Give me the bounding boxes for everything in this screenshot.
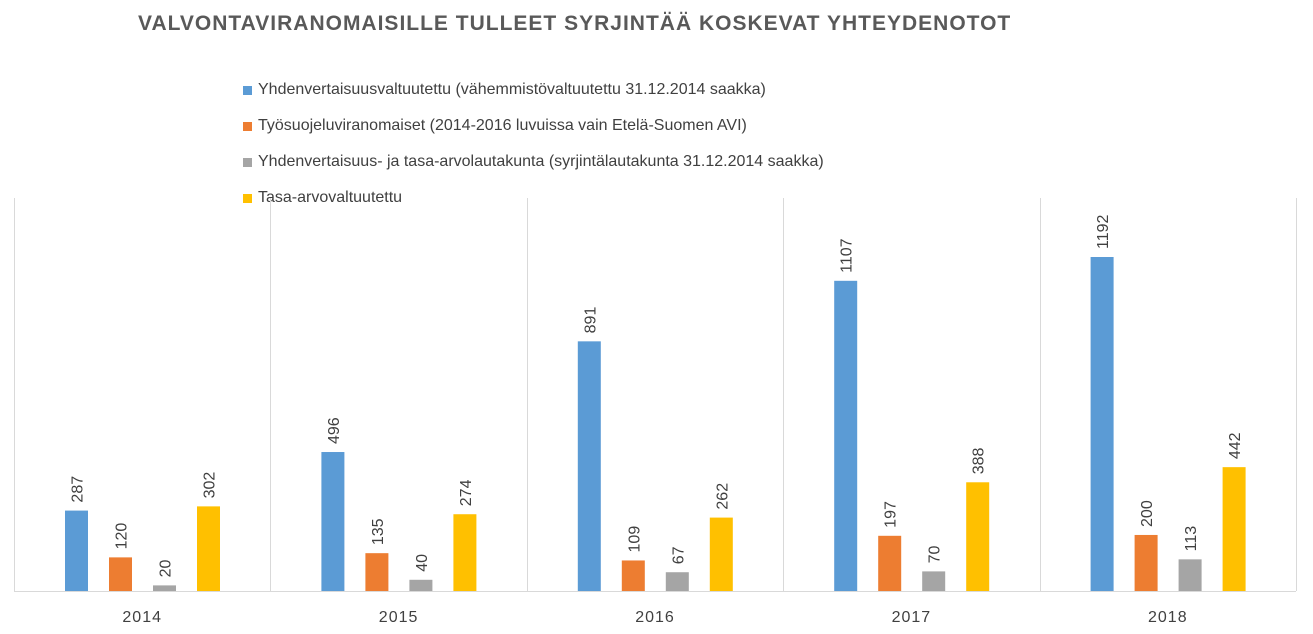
bar: [197, 506, 220, 591]
bar: [878, 535, 902, 591]
legend-swatch: [243, 85, 252, 95]
bar: [453, 514, 477, 591]
bar: [153, 585, 176, 591]
legend-label: Yhdenvertaisuus- ja tasa-arvolautakunta …: [258, 153, 824, 170]
bar: [1134, 534, 1158, 591]
legend-item: Yhdenvertaisuus- ja tasa-arvolautakunta …: [243, 144, 824, 180]
data-label: 302: [202, 472, 219, 499]
data-label: 200: [1139, 500, 1156, 527]
data-label: 67: [670, 546, 687, 564]
data-label: 442: [1227, 432, 1244, 459]
bar: [621, 560, 645, 591]
legend-swatch: [243, 193, 252, 203]
data-label: 274: [458, 479, 475, 506]
data-label: 20: [158, 559, 175, 577]
bar: [321, 452, 345, 591]
bar: [109, 557, 132, 591]
bar: [1222, 467, 1246, 591]
bar: [409, 579, 433, 591]
bar: [665, 572, 689, 591]
legend-label: Tasa-arvovaltuutettu: [258, 189, 403, 206]
data-label: 262: [714, 483, 731, 510]
x-tick-label: 2014: [122, 609, 162, 626]
bar: [709, 517, 733, 591]
chart-title: VALVONTAVIRANOMAISILLE TULLEET SYRJINTÄÄ…: [138, 12, 1012, 35]
legend-item: Tasa-arvovaltuutettu: [243, 180, 824, 216]
bar: [365, 553, 389, 591]
bar: [1178, 559, 1202, 591]
bar: [922, 571, 946, 591]
bar: [834, 280, 858, 591]
legend-label: Yhdenvertaisuusvaltuutettu (vähemmistöva…: [258, 81, 766, 98]
data-label: 496: [326, 417, 343, 444]
legend-swatch: [243, 157, 252, 167]
data-label: 70: [927, 545, 944, 563]
x-tick-label: 2018: [1148, 609, 1188, 626]
data-label: 891: [582, 307, 599, 334]
legend-item: Työsuojeluviranomaiset (2014-2016 luvuis…: [243, 108, 824, 144]
data-label: 120: [114, 523, 131, 550]
bar: [1090, 257, 1114, 591]
data-label: 388: [971, 447, 988, 474]
x-tick-label: 2015: [379, 609, 419, 626]
data-label: 135: [370, 518, 387, 545]
legend-swatch: [243, 121, 252, 131]
data-label: 40: [414, 554, 431, 572]
data-label: 1107: [839, 238, 856, 273]
data-label: 1192: [1095, 214, 1112, 249]
legend: Yhdenvertaisuusvaltuutettu (vähemmistöva…: [243, 72, 824, 216]
bar: [65, 510, 88, 591]
legend-label: Työsuojeluviranomaiset (2014-2016 luvuis…: [258, 117, 747, 134]
data-label: 113: [1183, 526, 1200, 552]
bar: [966, 482, 990, 591]
data-label: 197: [883, 501, 900, 528]
data-label: 287: [70, 476, 87, 503]
x-tick-label: 2017: [892, 609, 932, 626]
data-label: 109: [626, 526, 643, 553]
legend-item: Yhdenvertaisuusvaltuutettu (vähemmistöva…: [243, 72, 824, 108]
x-tick-label: 2016: [635, 609, 675, 626]
bar: [577, 341, 601, 591]
